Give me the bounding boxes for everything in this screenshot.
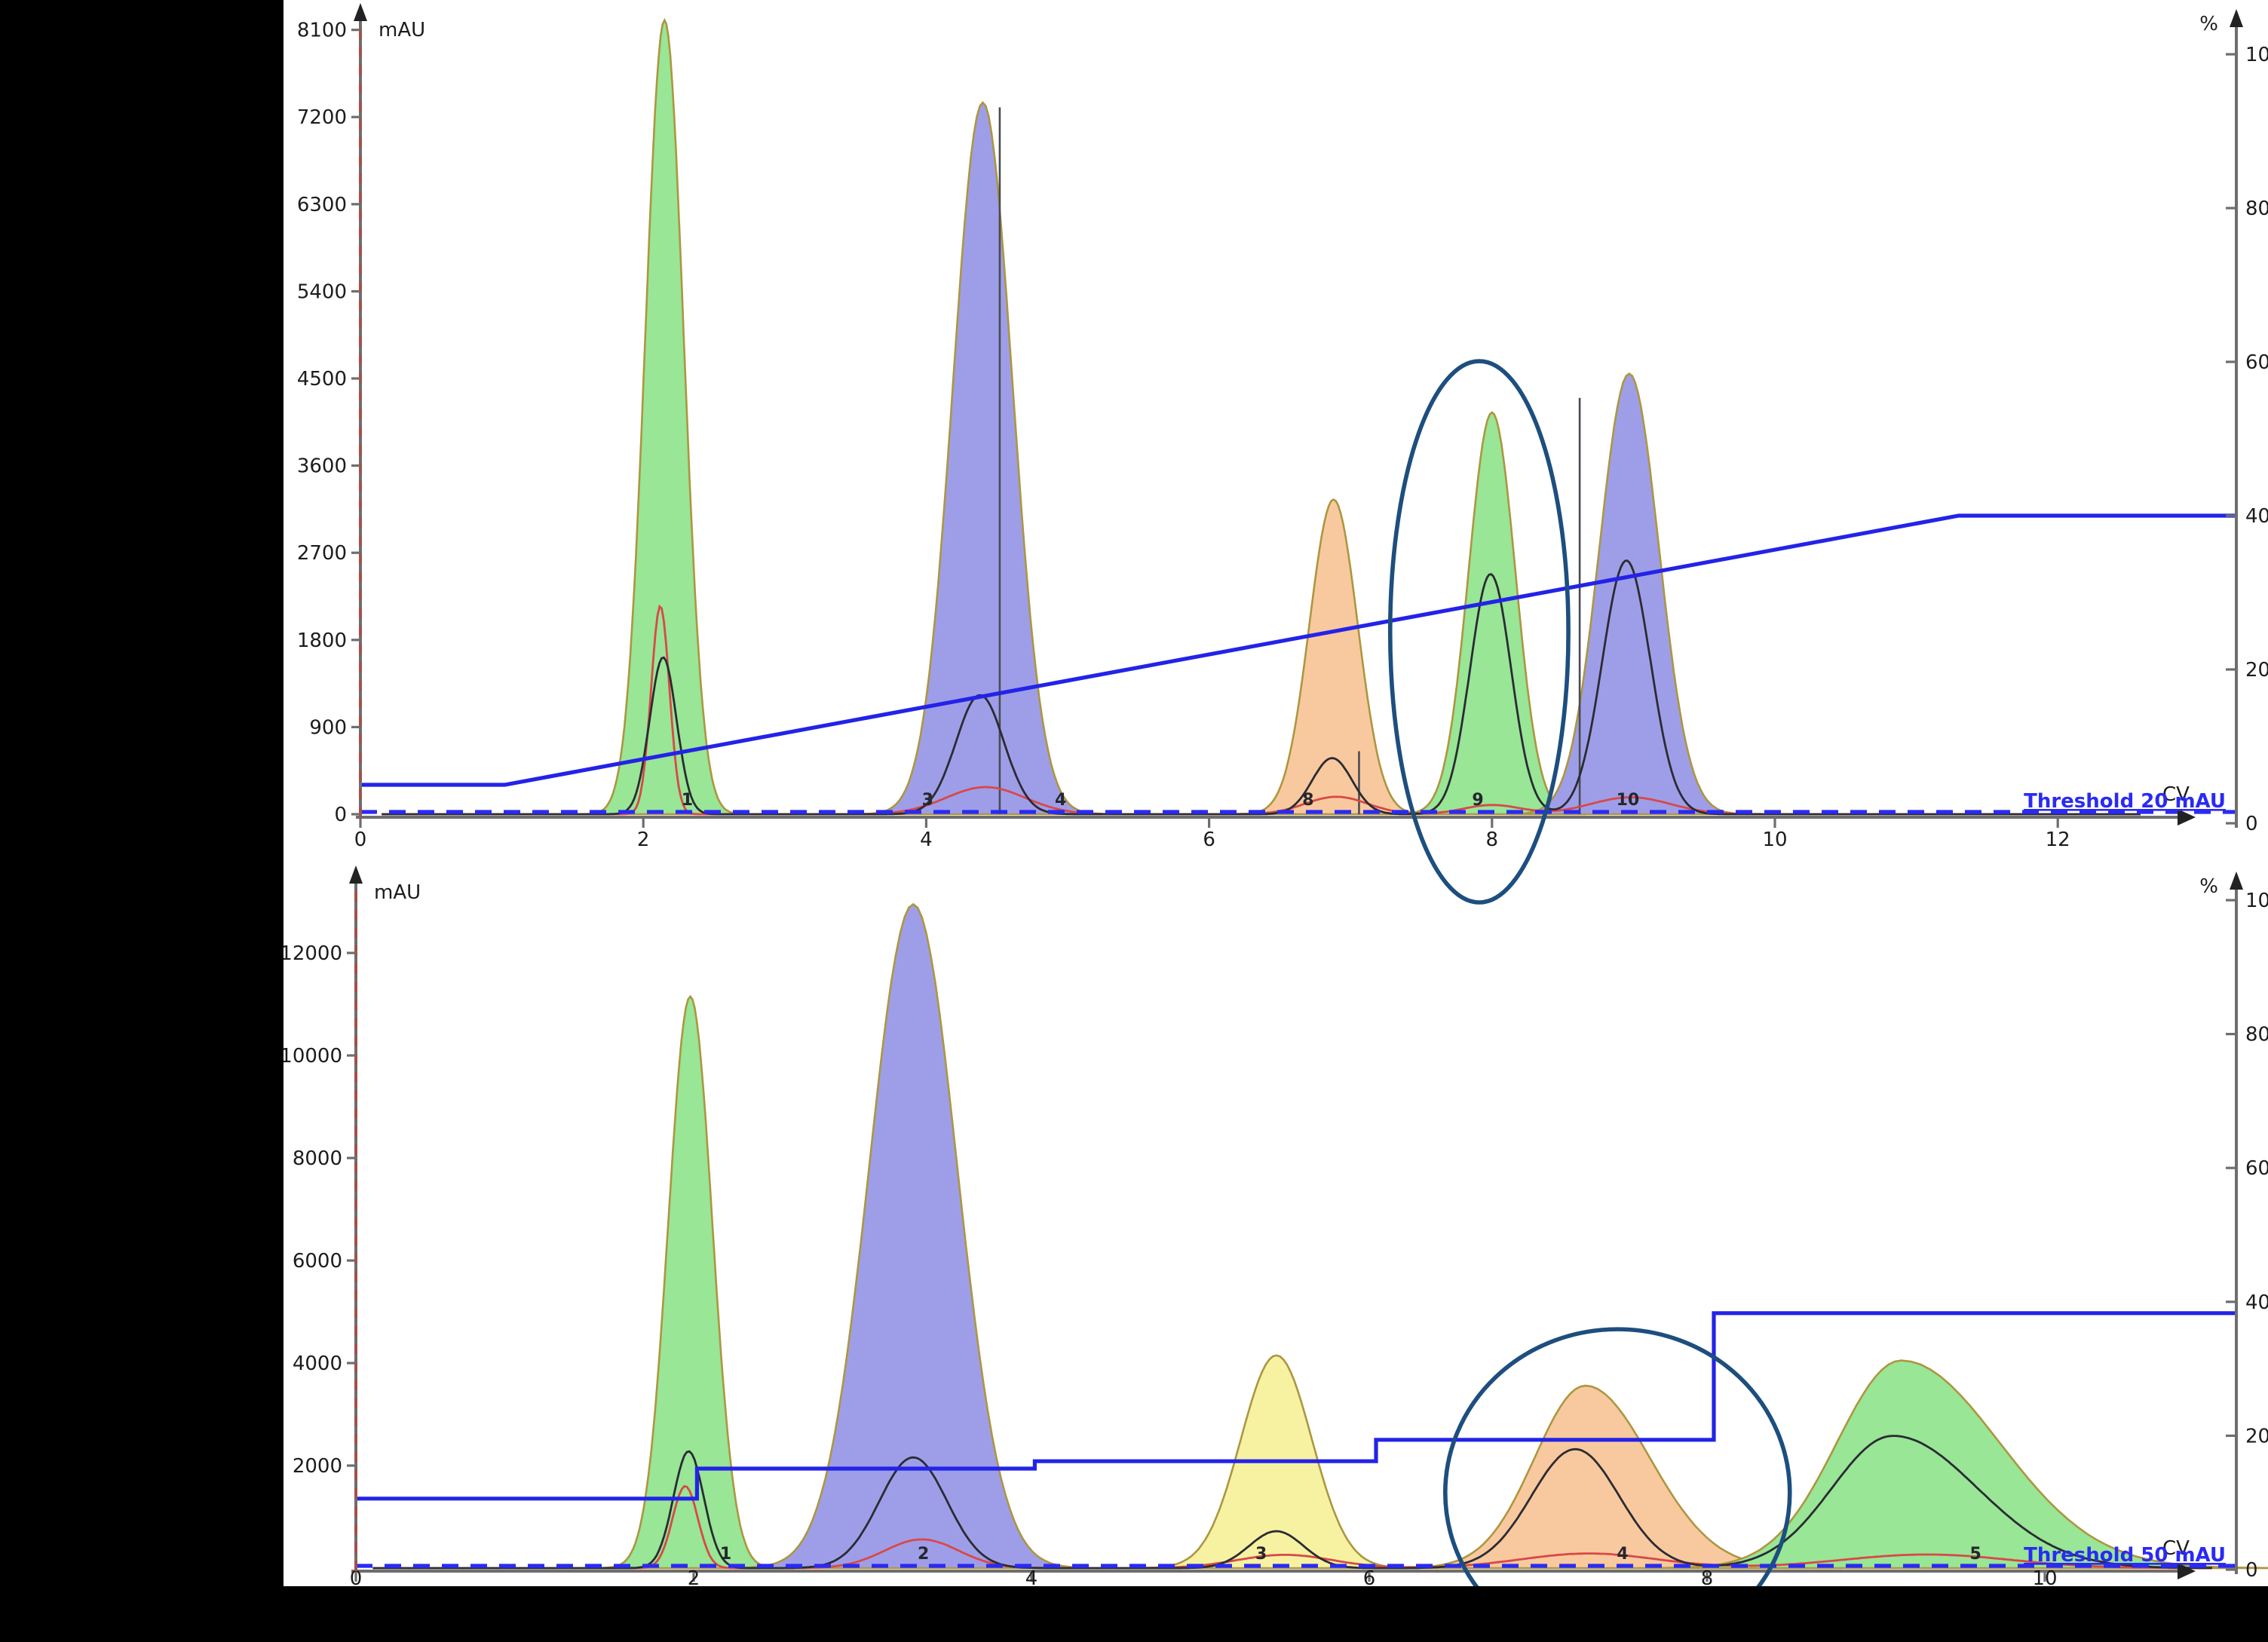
bottom-chromatogram: 0 2 4 6 8 10CV20004000600080001000012000mAU02… <box>280 865 2268 1642</box>
bottom-y-tick-label: 12000 <box>280 942 342 965</box>
bottom-percent-axis-arrow <box>2230 872 2243 890</box>
bottom-red-trace <box>372 1484 2212 1570</box>
top-percent-axis: 0 20 40 60 80 100% <box>2199 9 2268 835</box>
top-y-tick-label: 7200 <box>297 106 347 129</box>
bottom-x-tick-label: 8 <box>1701 1567 1714 1590</box>
bottom-y-axis-unit: mAU <box>374 881 421 904</box>
bottom-x-tick-label: 4 <box>1025 1567 1038 1590</box>
bottom-x-axis-unit: CV <box>2162 1537 2190 1560</box>
bottom-peak-number-3: 3 <box>1255 1545 1267 1564</box>
top-x-tick-label: 12 <box>2046 829 2070 851</box>
top-y-axis-arrow <box>354 3 367 21</box>
top-x-tick-label: 8 <box>1486 829 1499 851</box>
top-peak-number-1: 1 <box>682 791 693 810</box>
top-x-tick-label: 0 <box>354 829 367 851</box>
top-y-tick-label: 0 <box>334 804 347 826</box>
top-y-tick-label: 8100 <box>297 20 347 42</box>
top-x-axis: 0 2 4 6 8 10 12 CV <box>354 783 2196 851</box>
bottom-percent-axis-unit: % <box>2199 875 2218 898</box>
top-x-tick-label: 6 <box>1203 829 1215 851</box>
bottom-y-tick-label: 4000 <box>293 1353 342 1375</box>
top-y-tick-label: 2700 <box>297 542 347 565</box>
bottom-peak-fill-1 <box>601 994 780 1570</box>
bottom-peak-number-2: 2 <box>918 1545 929 1564</box>
top-peak-number-9: 9 <box>1472 791 1483 810</box>
bottom-percent-tick-label: 0 <box>2245 1559 2258 1582</box>
top-percent-tick-label: 80 <box>2245 198 2268 220</box>
top-y-tick-label: 900 <box>309 716 347 739</box>
bottom-peak-number-4: 4 <box>1617 1545 1628 1564</box>
bottom-annotation-ellipse <box>1443 1327 1792 1642</box>
bottom-uv-trace <box>372 1435 2212 1570</box>
bottom-y-tick-label: 8000 <box>293 1147 342 1170</box>
bottom-percent-tick-label: 40 <box>2245 1291 2268 1314</box>
bottom-x-tick-label: 6 <box>1363 1567 1376 1590</box>
top-percent-tick-label: 60 <box>2245 351 2268 374</box>
top-percent-tick-label: 0 <box>2245 813 2258 835</box>
top-y-axis-unit: mAU <box>379 19 425 41</box>
top-x-tick-label: 2 <box>637 829 650 851</box>
top-peak-fill-8 <box>1236 498 1431 816</box>
top-gradient-line <box>360 513 2238 787</box>
bottom-x-tick-label: 0 <box>350 1567 363 1590</box>
bottom-percent-tick-label: 20 <box>2245 1425 2268 1447</box>
bottom-y-axis-arrow <box>349 865 363 884</box>
top-peak-number-8: 8 <box>1302 791 1313 810</box>
top-y-tick-label: 6300 <box>297 194 347 216</box>
bottom-peak-number-1: 1 <box>720 1545 731 1564</box>
chart-panel <box>284 0 2268 1586</box>
bottom-y-tick-label: 10000 <box>280 1045 342 1068</box>
top-y-tick-label: 3600 <box>297 455 347 478</box>
top-y-tick-label: 1800 <box>297 630 347 652</box>
top-uv-trace <box>382 559 2141 816</box>
bottom-gradient-line <box>356 1311 2236 1501</box>
top-y-axis: 0 900 1800 2700 3600 4500 5400 6300 7200 8100 mAU <box>297 3 425 826</box>
top-annotation-ellipse <box>1387 359 1571 905</box>
top-peak-fill-3 <box>863 100 1103 816</box>
top-peak-number-10: 10 <box>1617 791 1640 810</box>
bottom-y-tick-label: 6000 <box>293 1250 342 1273</box>
top-peak-number-3: 3 <box>922 791 933 810</box>
bottom-y-axis: 2000 4000 6000 8000 10000 12000 mAU <box>280 865 421 1571</box>
bottom-percent-tick-label: 80 <box>2245 1024 2268 1046</box>
bottom-black-bar <box>0 1586 2268 1642</box>
top-x-tick-label: 10 <box>1762 829 1787 851</box>
top-percent-tick-label: 40 <box>2245 505 2268 528</box>
top-x-tick-label: 4 <box>920 829 933 851</box>
top-x-axis-arrow <box>2178 809 2196 826</box>
top-y-tick-label: 4500 <box>297 368 347 391</box>
bottom-percent-tick-label: 100 <box>2245 890 2268 912</box>
top-peak-fill-1 <box>587 17 742 816</box>
bottom-y-tick-label: 2000 <box>293 1455 342 1478</box>
bottom-peak-fill-2 <box>736 902 1090 1570</box>
top-threshold-label: Threshold 20 mAU <box>2024 790 2226 813</box>
bottom-percent-axis: 0 20 40 60 80 100% <box>2199 872 2268 1582</box>
top-percent-axis-unit: % <box>2199 13 2218 35</box>
top-y-tick-label: 5400 <box>297 280 347 303</box>
bottom-x-tick-label: 2 <box>688 1567 700 1590</box>
top-percent-axis-arrow <box>2230 9 2243 27</box>
bottom-threshold-label: Threshold 50 mAU <box>2024 1544 2226 1567</box>
bottom-percent-tick-label: 60 <box>2245 1157 2268 1180</box>
left-black-bar <box>0 0 284 1642</box>
top-peak-number-4: 4 <box>1055 791 1066 810</box>
bottom-peak-fill-5 <box>1644 1359 2268 1570</box>
top-peak-fills <box>587 17 1749 816</box>
top-x-axis-unit: CV <box>2162 783 2190 806</box>
bottom-x-axis-arrow <box>2178 1563 2196 1579</box>
top-percent-tick-label: 100 <box>2245 44 2268 66</box>
top-chromatogram: 0 2 4 6 8 10 12CV09001800270036004500540063007… <box>297 3 2268 905</box>
bottom-peak-number-5: 5 <box>1970 1545 1981 1564</box>
top-percent-tick-label: 20 <box>2245 659 2268 682</box>
